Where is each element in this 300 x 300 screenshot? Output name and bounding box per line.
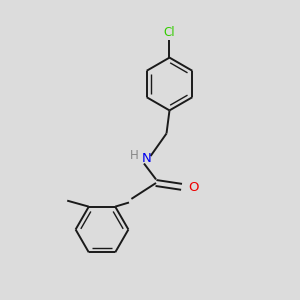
- Text: H: H: [130, 149, 139, 162]
- Text: N: N: [142, 152, 152, 166]
- Text: Cl: Cl: [164, 26, 175, 39]
- Text: O: O: [188, 181, 199, 194]
